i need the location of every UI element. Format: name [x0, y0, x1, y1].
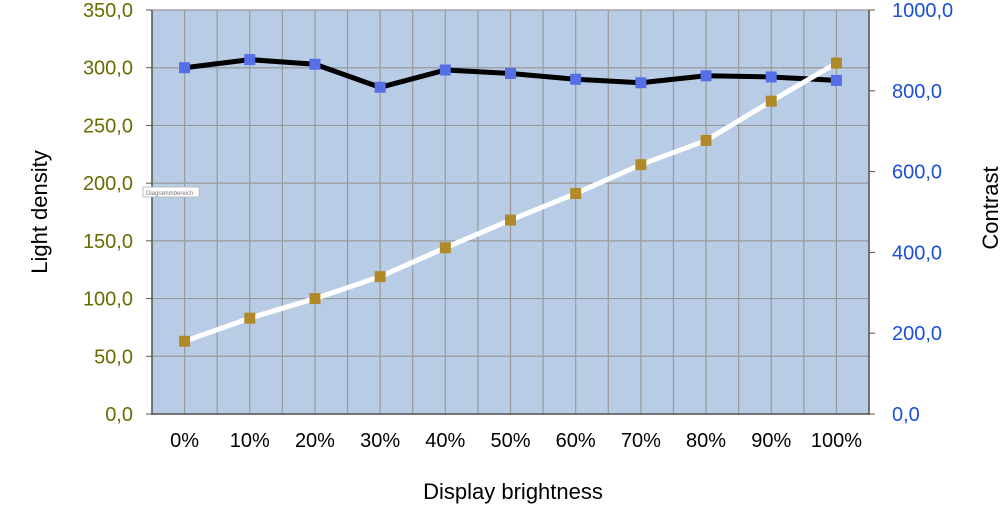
left-axis-title: Light density — [27, 150, 52, 274]
series-2-marker — [765, 95, 777, 107]
series-2-marker — [179, 335, 191, 347]
series-2-marker — [635, 159, 647, 171]
series-1-marker — [244, 54, 256, 66]
series-1-marker — [765, 71, 777, 83]
series-1-marker — [570, 73, 582, 85]
right-tick-label: 600,0 — [892, 162, 942, 184]
x-tick-label: 0% — [170, 430, 199, 452]
left-tick-label: 350,0 — [83, 0, 133, 22]
x-tick-label: 50% — [490, 430, 530, 452]
series-2-marker — [374, 271, 386, 283]
x-axis-title: Display brightness — [423, 479, 603, 504]
left-tick-label: 0,0 — [105, 404, 133, 426]
series-2-marker — [700, 134, 712, 146]
axes — [151, 10, 870, 415]
left-tick-label: 50,0 — [94, 346, 133, 368]
series-2-marker — [830, 57, 842, 69]
overlay-tooltip: Diagrammbereich — [142, 186, 200, 198]
series-1-marker — [439, 64, 451, 76]
x-tick-label: 30% — [360, 430, 400, 452]
overlay-label: Diagrammbereich — [146, 191, 193, 197]
x-tick-label: 40% — [425, 430, 465, 452]
x-tick-label: 90% — [751, 430, 791, 452]
left-tick-label: 150,0 — [83, 231, 133, 253]
series-2-marker — [309, 293, 321, 305]
right-tick-label: 400,0 — [892, 242, 942, 264]
right-tick-label: 800,0 — [892, 81, 942, 103]
x-tick-label: 80% — [686, 430, 726, 452]
left-tick-label: 200,0 — [83, 173, 133, 195]
x-tick-label: 10% — [230, 430, 270, 452]
series-1-marker — [374, 81, 386, 93]
series-2-marker — [244, 312, 256, 324]
left-tick-label: 250,0 — [83, 115, 133, 137]
series-1-marker — [179, 62, 191, 74]
series-2-marker — [505, 214, 516, 226]
series-1-marker — [309, 58, 321, 70]
series-layer — [179, 54, 842, 347]
left-tick-label: 300,0 — [83, 58, 133, 80]
right-tick-label: 0,0 — [892, 404, 920, 426]
x-tick-label: 70% — [621, 430, 661, 452]
x-tick-label: 60% — [556, 430, 596, 452]
series-1-marker — [830, 74, 842, 86]
right-axis-title: Contrast — [978, 166, 1000, 249]
left-tick-label: 100,0 — [83, 289, 133, 311]
series-2-marker — [439, 242, 451, 254]
series-2-marker — [570, 188, 582, 200]
left-axis-ticks: 0,0 50,0 100,0 150,0 200,0 250,0 300,0 350,0 — [83, 0, 152, 426]
series-1-marker — [635, 77, 647, 89]
x-tick-label: 100% — [811, 430, 862, 452]
x-tick-label: 20% — [295, 430, 335, 452]
right-tick-label: 1000,0 — [892, 0, 953, 22]
right-tick-label: 200,0 — [892, 323, 942, 345]
series-1-marker — [505, 67, 516, 79]
x-axis-ticks: 0% 10% 20% 30% 40% 50% 60% 70% 80% 90% 100% — [170, 430, 862, 452]
right-axis-ticks: 0,0 200,0 400,0 600,0 800,0 1000,0 — [869, 0, 953, 426]
series-1-marker — [700, 70, 712, 82]
